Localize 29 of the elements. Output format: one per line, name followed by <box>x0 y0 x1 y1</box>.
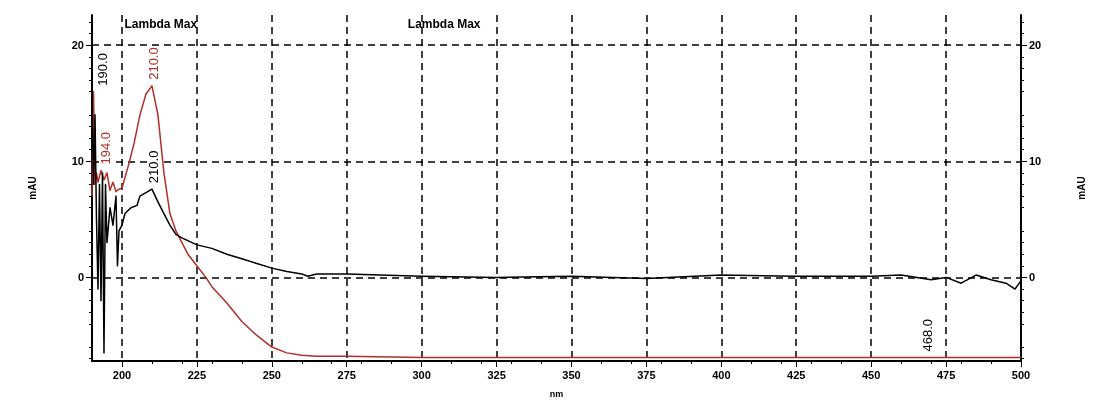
x-tick-label: 225 <box>187 368 207 381</box>
y-tick-label: 10 <box>71 155 84 168</box>
x-tick-label: 500 <box>1011 368 1031 381</box>
x-tick-label: 350 <box>562 368 581 381</box>
annotation: 210.0 <box>146 150 162 184</box>
annotation: 468.0 <box>919 318 935 352</box>
x-tick-label: 300 <box>412 368 431 381</box>
x-tick-label: 325 <box>487 368 506 381</box>
y-tick-label: 0 <box>77 271 84 284</box>
x-tick-label: 400 <box>712 368 731 381</box>
x-tick-label: 275 <box>337 368 356 381</box>
x-axis-title: nm <box>549 388 564 399</box>
y2-tick-label: 20 <box>1029 39 1042 52</box>
x-tick-label: 450 <box>861 368 881 381</box>
y2-axis-title: mAU <box>1075 176 1087 200</box>
y2-tick-label: 0 <box>1029 271 1036 284</box>
x-tick-label: 425 <box>787 368 806 381</box>
annotation: Lambda Max <box>124 17 198 31</box>
x-tick-label: 375 <box>637 368 656 381</box>
x-tick-label: 475 <box>936 368 956 381</box>
annotation: 210.0 <box>146 47 162 80</box>
annotation: 194.0 <box>98 132 114 165</box>
y2-tick-label: 10 <box>1029 155 1042 168</box>
annotation: Lambda Max <box>407 17 481 31</box>
y-tick-label: 20 <box>71 39 84 52</box>
x-tick-label: 250 <box>262 368 281 381</box>
y-axis-title: mAU <box>26 176 38 200</box>
x-tick-label: 200 <box>112 368 132 381</box>
annotation: 190.0 <box>94 53 110 86</box>
